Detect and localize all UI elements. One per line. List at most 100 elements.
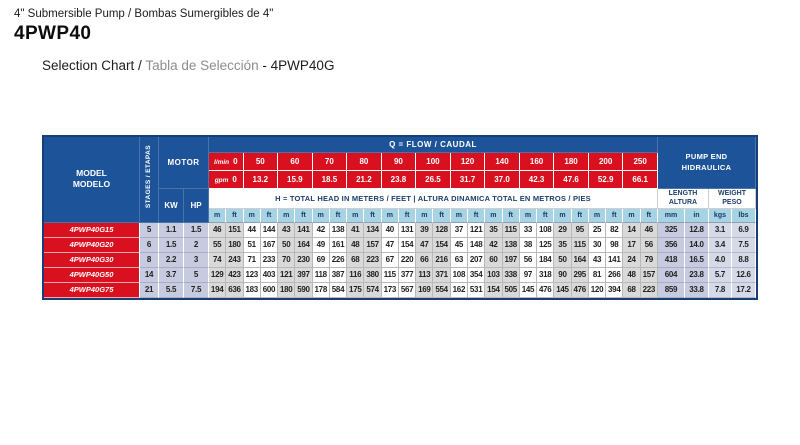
head-m-cell: 56: [519, 252, 538, 268]
head-m-cell: 169: [416, 282, 434, 298]
head-m-cell: 70: [278, 252, 296, 268]
kw-cell: 2.2: [159, 252, 184, 268]
head-ft-cell: 531: [468, 282, 486, 298]
flow-lmin-value: 0: [233, 157, 238, 166]
head-ft-cell: 223: [640, 282, 658, 298]
head-m-cell: 145: [519, 282, 538, 298]
stages-column-header: STAGES / ETAPAS: [140, 137, 159, 223]
head-ft-cell: 56: [640, 237, 658, 253]
head-ft-cell: 161: [329, 237, 348, 253]
length-mm-cell: 356: [657, 237, 685, 253]
head-ft-cell: 207: [468, 252, 486, 268]
unit-ft-cell: ft: [295, 208, 313, 223]
head-ft-cell: 354: [468, 267, 486, 283]
flow-gpm-value-cell: 31.7: [450, 171, 486, 189]
head-m-cell: 50: [278, 237, 296, 253]
head-ft-cell: 157: [364, 237, 382, 253]
head-m-cell: 183: [243, 282, 261, 298]
head-m-cell: 175: [347, 282, 365, 298]
head-ft-cell: 220: [398, 252, 417, 268]
head-m-cell: 118: [312, 267, 330, 283]
head-ft-cell: 134: [364, 222, 382, 238]
head-m-cell: 74: [209, 252, 227, 268]
head-m-cell: 48: [347, 237, 365, 253]
length-mm-cell: 325: [657, 222, 685, 238]
selection-chart-subtitle: Selection Chart / Tabla de Selección - 4…: [42, 58, 334, 73]
head-ft-cell: 636: [226, 282, 244, 298]
flow-gpm-unit-label: gpm: [214, 177, 229, 184]
unit-m-cell: m: [209, 208, 227, 223]
head-m-cell: 123: [243, 267, 261, 283]
model-header-es: MODELO: [72, 179, 111, 190]
model-cell: 4PWP40G15: [44, 222, 140, 238]
head-m-cell: 40: [381, 222, 399, 238]
head-m-cell: 35: [554, 237, 572, 253]
flow-lmin-value-cell: 250: [623, 153, 658, 171]
head-ft-cell: 377: [398, 267, 417, 283]
head-ft-cell: 125: [537, 237, 555, 253]
head-ft-cell: 95: [571, 222, 589, 238]
flow-gpm-value-cell: 21.2: [347, 171, 382, 189]
head-ft-cell: 371: [433, 267, 451, 283]
head-ft-cell: 121: [468, 222, 486, 238]
head-ft-cell: 151: [226, 222, 244, 238]
head-ft-cell: 131: [398, 222, 417, 238]
table-row: 4PWP40G75 21 5.5 7.5 194 636 183 600 180 590 178 58…: [44, 282, 756, 298]
unit-ft-cell: ft: [364, 208, 382, 223]
flow-gpm-value-cell: 23.8: [381, 171, 417, 189]
flow-gpm-value-cell: 66.1: [623, 171, 658, 189]
head-m-cell: 37: [450, 222, 468, 238]
head-m-cell: 115: [381, 267, 399, 283]
head-m-cell: 39: [416, 222, 434, 238]
weight-kg-cell: 7.8: [708, 282, 732, 298]
stages-cell: 8: [140, 252, 159, 268]
head-m-cell: 30: [588, 237, 607, 253]
head-m-cell: 178: [312, 282, 330, 298]
head-ft-cell: 505: [502, 282, 520, 298]
unit-m-cell: m: [312, 208, 330, 223]
head-m-cell: 25: [588, 222, 607, 238]
head-ft-cell: 338: [502, 267, 520, 283]
table-body: 4PWP40G15 5 1.1 1.5 46 151 44 144 43 141 42 138 41 13…: [44, 222, 756, 298]
head-ft-cell: 318: [537, 267, 555, 283]
length-header: LENGTH ALTURA: [657, 189, 709, 209]
hp-cell: 2: [184, 237, 210, 253]
weight-kg-cell: 5.7: [708, 267, 732, 283]
unit-ft-cell: ft: [640, 208, 658, 223]
head-m-cell: 17: [623, 237, 641, 253]
flow-lmin-value-cell: 140: [485, 153, 520, 171]
head-m-cell: 47: [381, 237, 399, 253]
length-mm-cell: 859: [657, 282, 685, 298]
head-m-cell: 68: [347, 252, 365, 268]
head-ft-cell: 164: [571, 252, 589, 268]
head-m-cell: 46: [209, 222, 227, 238]
flow-gpm-value-cell: 26.5: [416, 171, 451, 189]
length-header-es: ALTURA: [668, 199, 698, 207]
weight-header-en: WEIGHT: [717, 190, 746, 197]
head-m-cell: 173: [381, 282, 399, 298]
flow-lmin-value-cell: 160: [519, 153, 555, 171]
head-ft-cell: 167: [260, 237, 279, 253]
flow-lmin-value-cell: 180: [554, 153, 589, 171]
head-ft-cell: 138: [329, 222, 348, 238]
flow-lmin-value-cell: 100: [416, 153, 451, 171]
length-mm-cell: 604: [657, 267, 685, 283]
head-ft-cell: 397: [295, 267, 313, 283]
head-ft-cell: 476: [571, 282, 589, 298]
weight-kg-cell: 3.4: [708, 237, 732, 253]
head-ft-cell: 295: [571, 267, 589, 283]
unit-ft-cell: ft: [606, 208, 624, 223]
kw-header: KW: [159, 189, 184, 223]
hp-cell: 3: [184, 252, 210, 268]
hp-cell: 5: [184, 267, 210, 283]
flow-lmin-value-cell: 200: [588, 153, 624, 171]
units-row: m ft m ft m ft m ft m ft m ft m ft m ft m ft m ft m ft m ft m ft m…: [44, 208, 756, 223]
flow-gpm-value-cell: 47.6: [554, 171, 589, 189]
head-ft-cell: 46: [640, 222, 658, 238]
unit-ft-cell: ft: [260, 208, 279, 223]
head-ft-cell: 82: [606, 222, 624, 238]
weight-lb-cell: 7.5: [731, 237, 756, 253]
unit-m-cell: m: [450, 208, 468, 223]
flow-gpm-value-cell: 15.9: [278, 171, 313, 189]
unit-ft-cell: ft: [433, 208, 451, 223]
